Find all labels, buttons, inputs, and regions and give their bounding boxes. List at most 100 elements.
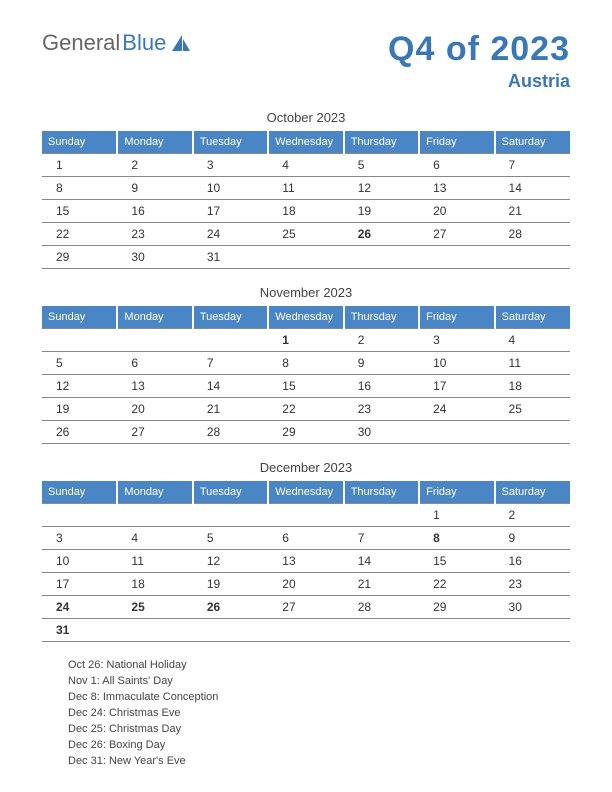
weekday-header: Monday (117, 481, 192, 504)
holiday-entry: Dec 31: New Year's Eve (68, 754, 570, 770)
calendar-row: 31 (42, 619, 570, 642)
calendar-day: 11 (117, 550, 192, 573)
calendar-day: 26 (42, 421, 117, 444)
calendar-day (268, 246, 343, 269)
calendar-day: 14 (193, 375, 268, 398)
calendar-day: 18 (268, 200, 343, 223)
calendar-day: 22 (42, 223, 117, 246)
calendar-day: 19 (344, 200, 419, 223)
calendar-day: 23 (344, 398, 419, 421)
calendar-month: December 2023SundayMondayTuesdayWednesda… (42, 460, 570, 642)
calendar-day: 13 (419, 177, 494, 200)
calendars-container: October 2023SundayMondayTuesdayWednesday… (42, 110, 570, 642)
calendar-row: 293031 (42, 246, 570, 269)
weekday-header: Thursday (344, 131, 419, 154)
calendar-day (42, 329, 117, 352)
calendar-day: 16 (495, 550, 570, 573)
calendar-day (117, 329, 192, 352)
calendar-row: 3456789 (42, 527, 570, 550)
calendar-day: 30 (117, 246, 192, 269)
calendar-day: 10 (419, 352, 494, 375)
calendar-day (193, 504, 268, 527)
month-title: November 2023 (42, 285, 570, 300)
calendar-row: 12131415161718 (42, 375, 570, 398)
calendar-day: 12 (42, 375, 117, 398)
calendar-day: 3 (193, 154, 268, 177)
calendar-day (193, 329, 268, 352)
calendar-day: 13 (268, 550, 343, 573)
calendar-day: 23 (495, 573, 570, 596)
calendar-day: 4 (268, 154, 343, 177)
calendar-day: 6 (268, 527, 343, 550)
calendar-day: 7 (495, 154, 570, 177)
weekday-header: Saturday (495, 131, 570, 154)
month-table: SundayMondayTuesdayWednesdayThursdayFrid… (42, 131, 570, 269)
weekday-header: Tuesday (193, 481, 268, 504)
calendar-day: 23 (117, 223, 192, 246)
logo-text-1: General (42, 30, 120, 56)
calendar-day: 3 (419, 329, 494, 352)
calendar-day: 9 (344, 352, 419, 375)
calendar-row: 567891011 (42, 352, 570, 375)
calendar-row: 10111213141516 (42, 550, 570, 573)
calendar-day (268, 619, 343, 642)
calendar-day: 29 (268, 421, 343, 444)
calendar-day: 29 (42, 246, 117, 269)
calendar-day: 7 (193, 352, 268, 375)
calendar-day: 5 (193, 527, 268, 550)
weekday-header: Wednesday (268, 481, 343, 504)
calendar-day: 6 (419, 154, 494, 177)
calendar-day: 31 (193, 246, 268, 269)
calendar-day: 18 (117, 573, 192, 596)
calendar-day: 2 (344, 329, 419, 352)
calendar-row: 19202122232425 (42, 398, 570, 421)
calendar-row: 891011121314 (42, 177, 570, 200)
calendar-day: 25 (495, 398, 570, 421)
calendar-day: 22 (268, 398, 343, 421)
month-table: SundayMondayTuesdayWednesdayThursdayFrid… (42, 481, 570, 642)
calendar-day (495, 421, 570, 444)
calendar-day (419, 246, 494, 269)
calendar-day: 30 (344, 421, 419, 444)
calendar-day: 21 (495, 200, 570, 223)
weekday-header: Saturday (495, 306, 570, 329)
calendar-day: 10 (193, 177, 268, 200)
calendar-day (344, 504, 419, 527)
calendar-day: 12 (193, 550, 268, 573)
calendar-day: 19 (193, 573, 268, 596)
holiday-entry: Dec 26: Boxing Day (68, 738, 570, 754)
calendar-day: 21 (193, 398, 268, 421)
calendar-row: 17181920212223 (42, 573, 570, 596)
calendar-day: 22 (419, 573, 494, 596)
calendar-day: 6 (117, 352, 192, 375)
month-table: SundayMondayTuesdayWednesdayThursdayFrid… (42, 306, 570, 444)
calendar-day: 15 (419, 550, 494, 573)
calendar-day: 21 (344, 573, 419, 596)
calendar-day: 11 (495, 352, 570, 375)
calendar-row: 24252627282930 (42, 596, 570, 619)
weekday-header: Saturday (495, 481, 570, 504)
calendar-day: 4 (495, 329, 570, 352)
holidays-list: Oct 26: National HolidayNov 1: All Saint… (42, 658, 570, 770)
month-title: October 2023 (42, 110, 570, 125)
weekday-header: Tuesday (193, 306, 268, 329)
calendar-day: 28 (193, 421, 268, 444)
calendar-day: 2 (117, 154, 192, 177)
weekday-header: Sunday (42, 131, 117, 154)
calendar-row: 1234 (42, 329, 570, 352)
calendar-day: 29 (419, 596, 494, 619)
calendar-day: 1 (419, 504, 494, 527)
calendar-day: 24 (419, 398, 494, 421)
calendar-day: 24 (42, 596, 117, 619)
calendar-day: 20 (419, 200, 494, 223)
calendar-day: 17 (419, 375, 494, 398)
calendar-day: 17 (193, 200, 268, 223)
calendar-day: 30 (495, 596, 570, 619)
logo-text-2: Blue (122, 30, 166, 56)
calendar-day (344, 619, 419, 642)
weekday-header: Tuesday (193, 131, 268, 154)
logo: GeneralBlue (42, 30, 192, 56)
calendar-day: 28 (495, 223, 570, 246)
header: GeneralBlue Q4 of 2023 Austria (42, 30, 570, 92)
holiday-entry: Dec 8: Immaculate Conception (68, 690, 570, 706)
